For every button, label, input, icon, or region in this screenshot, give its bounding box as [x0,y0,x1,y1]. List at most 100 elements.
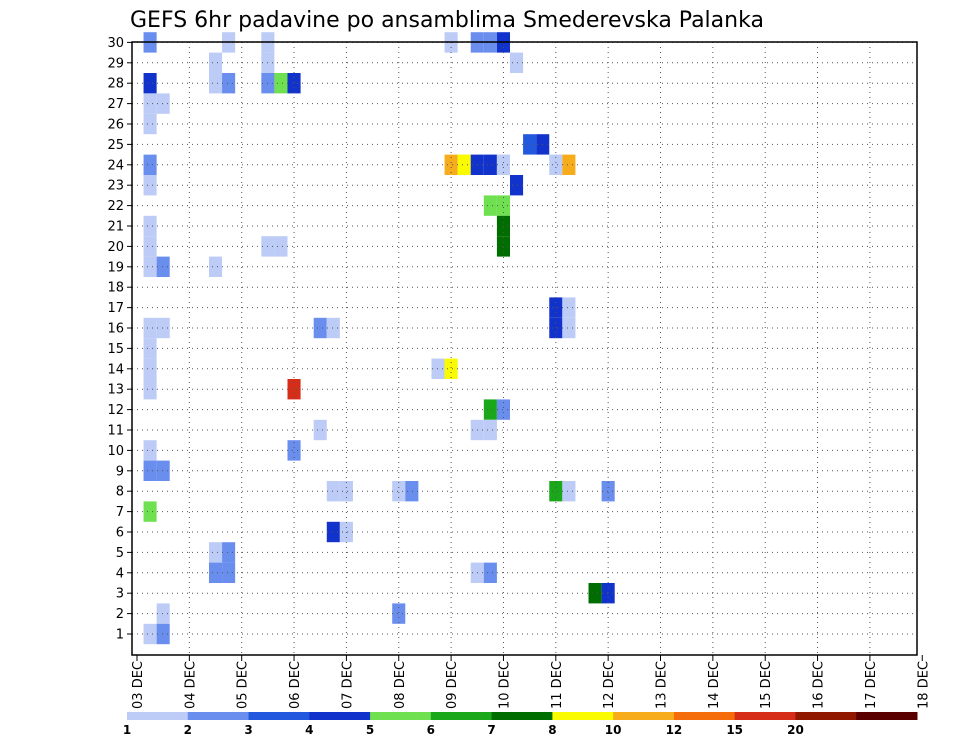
y-tick-label: 7 [116,505,124,520]
plot-frame [131,41,918,656]
heatmap-cell [143,501,157,522]
y-tick-label: 1 [116,628,124,643]
x-tick-label: 15 DEC [759,661,774,709]
colorbar-label: 2 [184,723,192,737]
heatmap-cell [444,358,458,379]
heatmap-cell [287,379,301,400]
heatmap-cell [588,583,602,604]
y-tick-label: 4 [116,566,124,581]
y-tick-label: 13 [107,383,124,398]
heatmap-cell [496,236,510,257]
heatmap-cell [222,562,236,583]
x-tick-label: 16 DEC [812,661,827,709]
x-tick-label: 09 DEC [445,661,460,709]
y-tick-label: 30 [107,36,124,51]
heatmap-cell [143,93,157,114]
heatmap-cell [156,317,170,339]
heatmap-cell [156,460,170,481]
y-tick-label: 28 [107,77,124,92]
y-tick-label: 25 [107,138,124,153]
heatmap-cell [483,195,497,216]
y-tick-label: 3 [116,587,124,602]
heatmap-cell [483,562,497,583]
x-tick-label: 07 DEC [340,661,355,709]
x-tick-label: 06 DEC [288,661,303,709]
colorbar-swatch [309,712,371,720]
y-tick-label: 5 [116,546,124,561]
grid-lines [132,41,917,655]
heatmap-cell [143,623,157,645]
heatmap-cell [496,215,510,237]
heatmap-cell [143,154,157,175]
chart-title: GEFS 6hr padavine po ansamblima Smederev… [130,8,764,33]
x-tick-label: 10 DEC [497,661,512,709]
colorbar-swatch [673,712,736,720]
x-tick-label: 11 DEC [550,661,565,709]
heatmap-cell [509,52,524,73]
heatmap-cell [143,236,157,257]
y-tick-label: 11 [107,424,124,439]
y-tick-label: 12 [107,403,124,418]
colorbar-label: 8 [548,723,556,737]
heatmap-cell [156,93,170,114]
x-tick-label: 18 DEC [916,661,931,709]
heatmap-cell [287,440,301,461]
heatmap-cell [208,256,223,277]
colorbar: 1 2 3 4 5 6 7 8 10 12 15 20 [123,712,918,737]
heatmap-cell [143,338,157,359]
y-tick-label: 18 [107,281,124,296]
y-tick-label: 15 [107,342,124,357]
y-tick-label: 21 [107,220,124,235]
colorbar-swatch [491,712,553,720]
heatmap-cell [326,317,340,339]
heatmap-cell [483,419,497,441]
colorbar-label: 3 [244,723,252,737]
x-tick-label: 05 DEC [236,661,251,709]
colorbar-label: 12 [666,723,683,737]
colorbar-swatch [795,712,857,720]
colorbar-swatch [856,712,918,720]
heatmap-cell [313,419,327,441]
heatmap-cell [143,113,157,135]
y-tick-label: 16 [107,322,124,337]
colorbar-label: 7 [487,723,495,737]
x-tick-label: 17 DEC [864,661,879,709]
colorbar-label: 1 [123,723,131,737]
y-axis: 1234567891011121314151617181920212223242… [107,36,132,643]
heatmap-cell [405,481,419,502]
y-tick-label: 24 [107,158,124,173]
heatmap-cell [143,73,157,94]
y-tick-label: 14 [107,362,124,377]
heatmap-cell [339,481,353,502]
colorbar-label: 15 [726,723,743,737]
y-tick-label: 29 [107,56,124,71]
colorbar-label: 5 [366,723,374,737]
heatmap-cell [274,73,288,94]
heatmap-cell [208,542,223,563]
heatmap-cell [222,542,236,563]
colorbar-swatch [127,712,189,720]
y-tick-label: 19 [107,260,124,275]
y-tick-label: 6 [116,526,124,541]
colorbar-label: 4 [305,723,313,737]
y-tick-label: 27 [107,97,124,112]
x-tick-label: 08 DEC [393,661,408,709]
colorbar-label: 10 [605,723,622,737]
y-tick-label: 8 [116,485,124,500]
heatmap-cell [562,297,576,318]
heatmap-cell [208,73,223,94]
heatmap-cell [601,481,615,502]
heatmap-cell [143,256,157,277]
heatmap-cell [496,195,510,216]
heatmap-cell [483,154,497,175]
heatmap-cells [143,32,615,645]
heatmap-cell [143,358,157,379]
heatmap-cell [143,215,157,237]
x-tick-label: 03 DEC [131,661,146,709]
y-tick-label: 2 [116,607,124,622]
colorbar-swatch [430,712,493,720]
colorbar-swatch [734,712,796,720]
colorbar-swatch [370,712,432,720]
heatmap-cell [523,134,537,155]
